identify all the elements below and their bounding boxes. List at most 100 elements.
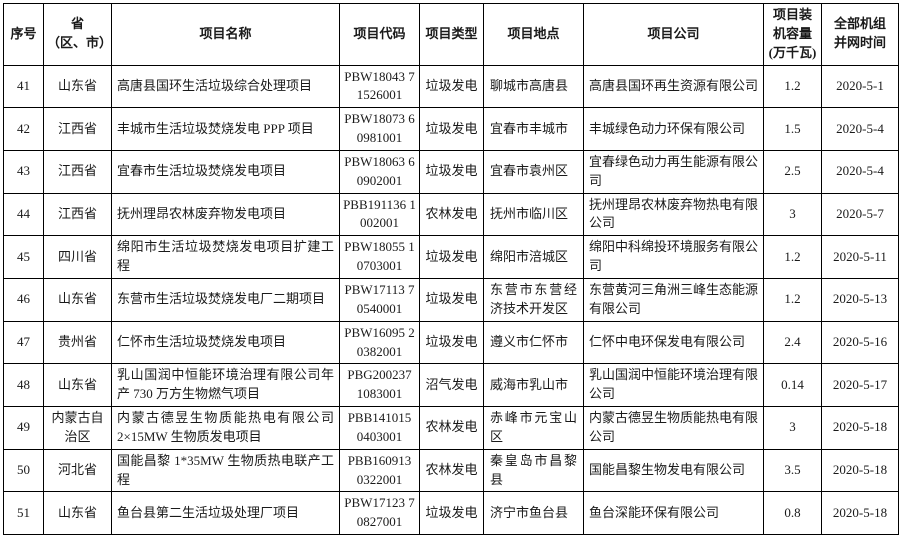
cell-serial-number: 41 [3,64,44,109]
header-installed-capacity: 项目装 机容量 (万千瓦) [763,3,822,66]
cell-project-code: PBW18073 60981001 [339,107,420,151]
cell-project-code: PBG200237 1083001 [339,363,420,408]
cell-project-code: PBW16095 20382001 [339,320,420,365]
cell-project-type: 垃圾发电 [419,277,484,322]
cell-project-location: 绵阳市涪城区 [483,235,584,279]
cell-project-type: 农林发电 [419,448,484,493]
cell-project-code: PBW18055 10703001 [339,235,420,279]
cell-province: 江西省 [43,107,112,151]
cell-grid-connection-time: 2020-5-17 [821,363,899,408]
cell-grid-connection-time: 2020-5-18 [821,448,899,493]
cell-serial-number: 42 [3,107,44,151]
cell-installed-capacity: 1.2 [763,64,822,109]
header-province: 省 （区、市） [43,3,112,66]
cell-serial-number: 47 [3,320,44,365]
cell-serial-number: 43 [3,149,44,194]
cell-province: 贵州省 [43,320,112,365]
cell-project-company: 绵阳中科绵投环境服务有限公司 [583,235,764,279]
cell-project-type: 垃圾发电 [419,235,484,279]
cell-project-company: 东营黄河三角洲三峰生态能源有限公司 [583,277,764,322]
cell-project-code: PBW17123 70827001 [339,491,420,535]
cell-installed-capacity: 2.5 [763,149,822,194]
cell-installed-capacity: 0.14 [763,363,822,408]
cell-project-company: 丰城绿色动力环保有限公司 [583,107,764,151]
cell-serial-number: 51 [3,491,44,535]
table-row: 49 内蒙古自治区 内蒙古德昱生物质能热电有限公司 2×15MW 生物质发电项目… [3,406,899,450]
header-project-code: 项目代码 [339,3,420,66]
cell-province: 河北省 [43,448,112,493]
cell-grid-connection-time: 2020-5-18 [821,406,899,450]
cell-project-code: PBW18063 60902001 [339,149,420,194]
cell-serial-number: 46 [3,277,44,322]
cell-project-location: 济宁市鱼台县 [483,491,584,535]
cell-project-name: 东营市生活垃圾焚烧发电厂二期项目 [111,277,340,322]
cell-project-company: 高唐县国环再生资源有限公司 [583,64,764,109]
header-project-company: 项目公司 [583,3,764,66]
header-project-name: 项目名称 [111,3,340,66]
cell-province: 江西省 [43,149,112,194]
cell-grid-connection-time: 2020-5-7 [821,192,899,237]
cell-project-name: 抚州理昂农林废弃物发电项目 [111,192,340,237]
header-row: 序号 省 （区、市） 项目名称 项目代码 项目类型 项目地点 项目公司 项目装 … [3,3,899,66]
cell-project-company: 鱼台深能环保有限公司 [583,491,764,535]
cell-province: 山东省 [43,277,112,322]
cell-project-company: 国能昌黎生物发电有限公司 [583,448,764,493]
cell-province: 山东省 [43,363,112,408]
cell-serial-number: 49 [3,406,44,450]
cell-project-type: 垃圾发电 [419,491,484,535]
cell-project-location: 赤峰市元宝山区 [483,406,584,450]
cell-project-name: 国能昌黎 1*35MW 生物质热电联产工程 [111,448,340,493]
cell-project-type: 垃圾发电 [419,149,484,194]
cell-project-name: 鱼台县第二生活垃圾处理厂项目 [111,491,340,535]
table-row: 47 贵州省 仁怀市生活垃圾焚烧发电项目 PBW16095 20382001 垃… [3,320,899,365]
cell-project-name: 绵阳市生活垃圾焚烧发电项目扩建工程 [111,235,340,279]
cell-province: 四川省 [43,235,112,279]
cell-project-company: 宜春绿色动力再生能源有限公司 [583,149,764,194]
table-row: 48 山东省 乳山国润中恒能环境治理有限公司年产 730 万方生物燃气项目 PB… [3,363,899,408]
cell-grid-connection-time: 2020-5-13 [821,277,899,322]
cell-project-name: 丰城市生活垃圾焚烧发电 PPP 项目 [111,107,340,151]
cell-project-name: 乳山国润中恒能环境治理有限公司年产 730 万方生物燃气项目 [111,363,340,408]
cell-project-location: 威海市乳山市 [483,363,584,408]
cell-project-location: 东营市东营经济技术开发区 [483,277,584,322]
cell-installed-capacity: 2.4 [763,320,822,365]
cell-grid-connection-time: 2020-5-4 [821,107,899,151]
cell-grid-connection-time: 2020-5-18 [821,491,899,535]
cell-installed-capacity: 1.2 [763,277,822,322]
cell-installed-capacity: 0.8 [763,491,822,535]
cell-project-code: PBB191136 1002001 [339,192,420,237]
cell-project-type: 农林发电 [419,406,484,450]
cell-province: 内蒙古自治区 [43,406,112,450]
header-serial-number: 序号 [3,3,44,66]
header-grid-connection-time: 全部机组 并网时间 [821,3,899,66]
cell-project-type: 垃圾发电 [419,107,484,151]
table-row: 44 江西省 抚州理昂农林废弃物发电项目 PBB191136 1002001 农… [3,192,899,237]
cell-project-company: 乳山国润中恒能环境治理有限公司 [583,363,764,408]
cell-installed-capacity: 1.5 [763,107,822,151]
cell-project-name: 宜春市生活垃圾焚烧发电项目 [111,149,340,194]
cell-project-company: 仁怀中电环保发电有限公司 [583,320,764,365]
cell-serial-number: 44 [3,192,44,237]
cell-project-location: 秦皇岛市昌黎县 [483,448,584,493]
cell-serial-number: 48 [3,363,44,408]
cell-grid-connection-time: 2020-5-1 [821,64,899,109]
cell-project-type: 垃圾发电 [419,64,484,109]
cell-project-location: 聊城市高唐县 [483,64,584,109]
table-row: 41 山东省 高唐县国环生活垃圾综合处理项目 PBW18043 71526001… [3,64,899,109]
cell-province: 山东省 [43,64,112,109]
cell-project-type: 垃圾发电 [419,320,484,365]
table-row: 45 四川省 绵阳市生活垃圾焚烧发电项目扩建工程 PBW18055 107030… [3,235,899,279]
table-row: 50 河北省 国能昌黎 1*35MW 生物质热电联产工程 PBB160913 0… [3,448,899,493]
projects-table: 序号 省 （区、市） 项目名称 项目代码 项目类型 项目地点 项目公司 项目装 … [3,3,899,535]
table-row: 51 山东省 鱼台县第二生活垃圾处理厂项目 PBW17123 70827001 … [3,491,899,535]
cell-grid-connection-time: 2020-5-4 [821,149,899,194]
cell-project-type: 沼气发电 [419,363,484,408]
header-project-location: 项目地点 [483,3,584,66]
cell-grid-connection-time: 2020-5-11 [821,235,899,279]
cell-installed-capacity: 3.5 [763,448,822,493]
cell-project-location: 抚州市临川区 [483,192,584,237]
cell-serial-number: 45 [3,235,44,279]
table-row: 42 江西省 丰城市生活垃圾焚烧发电 PPP 项目 PBW18073 60981… [3,107,899,151]
cell-project-location: 宜春市袁州区 [483,149,584,194]
